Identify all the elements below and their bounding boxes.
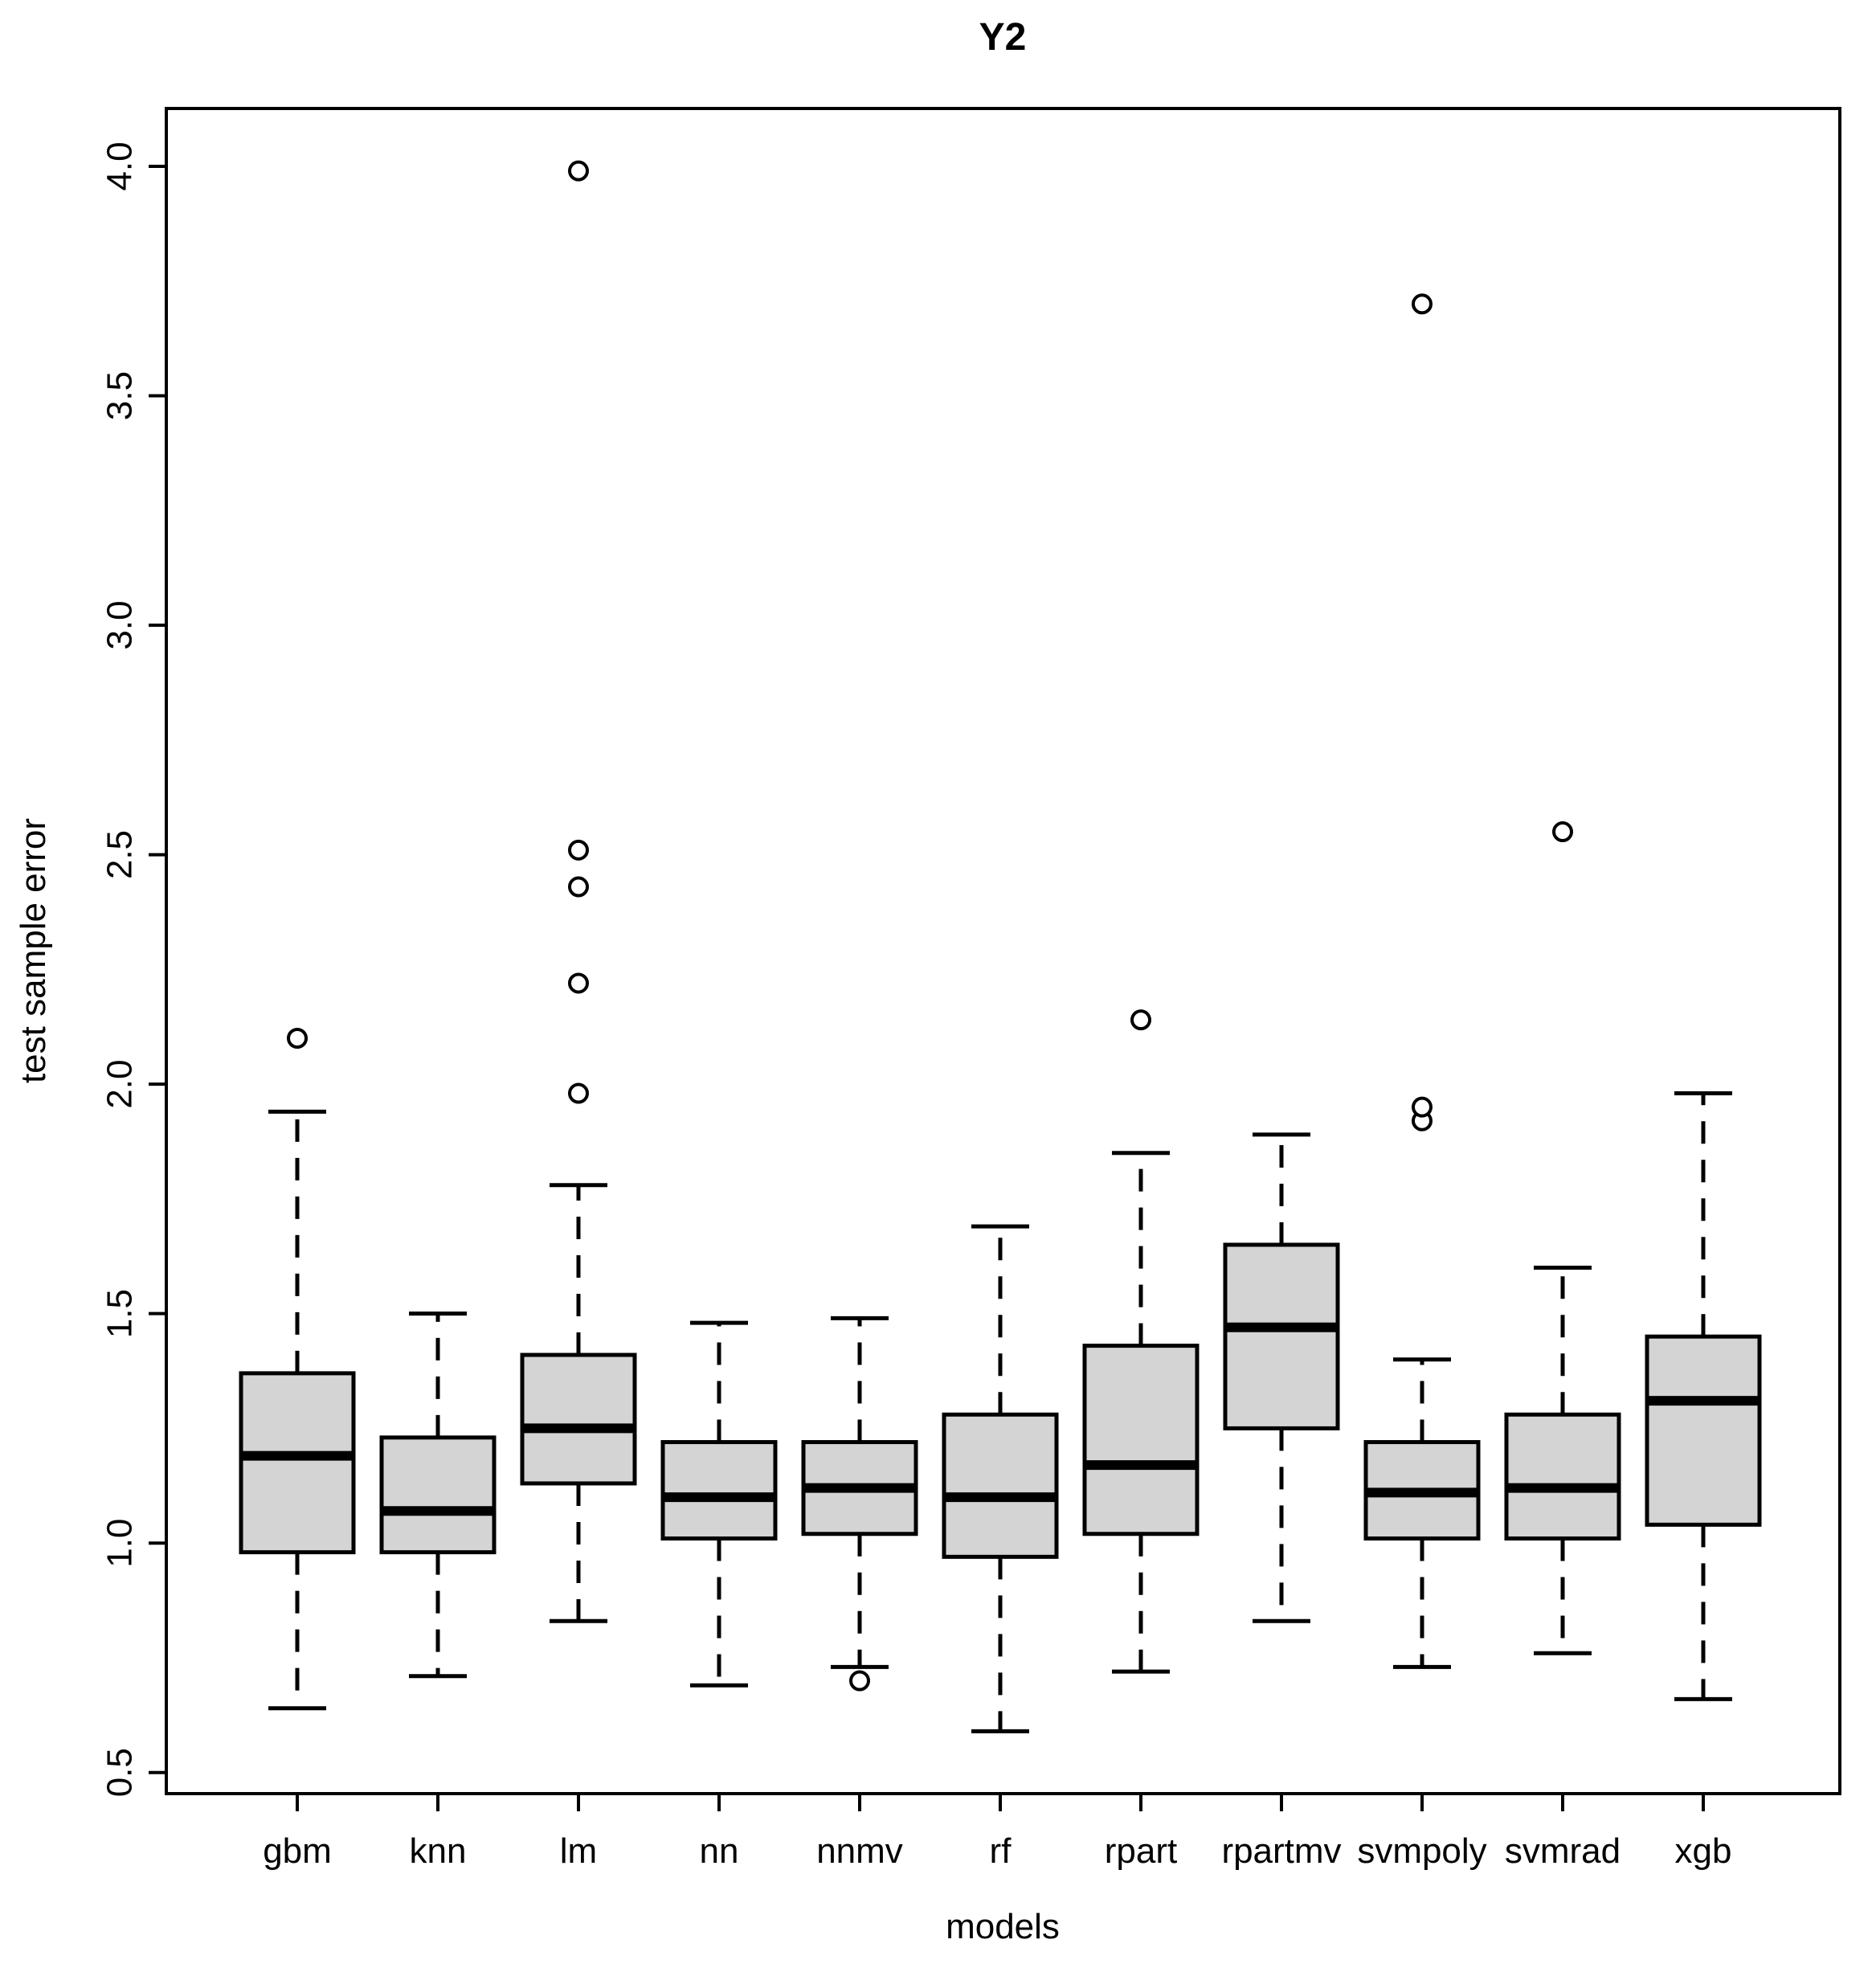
y-tick-label: 2.0 xyxy=(100,1060,139,1109)
x-tick-label-rf: rf xyxy=(990,1831,1012,1871)
iqr-box xyxy=(1223,1242,1340,1430)
plot-area-border xyxy=(165,107,1841,1795)
outlier-point xyxy=(568,160,589,182)
boxplot-nnmv xyxy=(801,1315,918,1692)
iqr-box xyxy=(660,1440,778,1541)
iqr-box xyxy=(520,1352,637,1486)
y-axis-title: test sample error xyxy=(14,818,53,1083)
y-tick-label: 3.0 xyxy=(100,600,139,649)
x-tick-label-rpart: rpart xyxy=(1105,1831,1177,1871)
boxplot-rpartmv xyxy=(1223,1132,1340,1623)
outlier-point xyxy=(568,876,589,898)
boxplot-knn xyxy=(379,1311,497,1679)
boxplot-rpart xyxy=(1082,1009,1200,1674)
outlier-point xyxy=(1412,1096,1433,1118)
plot-content: 0.5 1.0 1.5 2.0 2.5 3.0 3.5 4.0 gbm knn lm nn nnmv rf… xyxy=(100,107,1841,1871)
iqr-box xyxy=(1645,1334,1762,1527)
y-tick-label: 4.0 xyxy=(100,141,139,190)
iqr-box xyxy=(1082,1344,1200,1536)
boxplot-xgb xyxy=(1645,1091,1762,1701)
boxplot-nn xyxy=(660,1320,778,1688)
x-tick-label-svmrad: svmrad xyxy=(1505,1831,1621,1871)
iqr-box xyxy=(379,1435,497,1555)
x-tick-label-rpartmv: rpartmv xyxy=(1221,1831,1341,1871)
outlier-point xyxy=(568,839,589,861)
x-tick-label-lm: lm xyxy=(560,1831,597,1871)
outlier-point xyxy=(287,1028,308,1050)
iqr-box xyxy=(1504,1412,1621,1541)
outlier-point xyxy=(849,1670,870,1692)
boxplot-rf xyxy=(942,1224,1059,1733)
y-tick-label: 3.5 xyxy=(100,371,139,420)
x-tick-label-nnmv: nnmv xyxy=(816,1831,903,1871)
boxplot-svmpoly xyxy=(1363,293,1481,1669)
boxplot-svmrad xyxy=(1504,821,1621,1655)
outlier-point xyxy=(568,972,589,994)
x-axis-title: models xyxy=(946,1907,1060,1946)
y-tick-label: 1.0 xyxy=(100,1519,139,1568)
y-tick-label: 0.5 xyxy=(100,1748,139,1797)
boxplot-lm xyxy=(520,160,637,1623)
iqr-box xyxy=(239,1371,356,1555)
chart-title: Y2 xyxy=(979,16,1027,59)
iqr-box xyxy=(942,1412,1059,1559)
x-tick-label-xgb: xgb xyxy=(1675,1831,1732,1871)
y-tick-label: 1.5 xyxy=(100,1289,139,1338)
x-tick-label-svmpoly: svmpoly xyxy=(1357,1831,1486,1871)
boxplot-gbm xyxy=(239,1028,356,1711)
x-tick-label-knn: knn xyxy=(410,1831,467,1871)
outlier-point xyxy=(1412,293,1433,315)
outlier-point xyxy=(1130,1009,1151,1031)
y-tick-label: 2.5 xyxy=(100,830,139,879)
x-tick-label-gbm: gbm xyxy=(263,1831,332,1871)
x-tick-label-nn: nn xyxy=(700,1831,739,1871)
outlier-point xyxy=(568,1082,589,1104)
outlier-point xyxy=(1552,821,1573,843)
